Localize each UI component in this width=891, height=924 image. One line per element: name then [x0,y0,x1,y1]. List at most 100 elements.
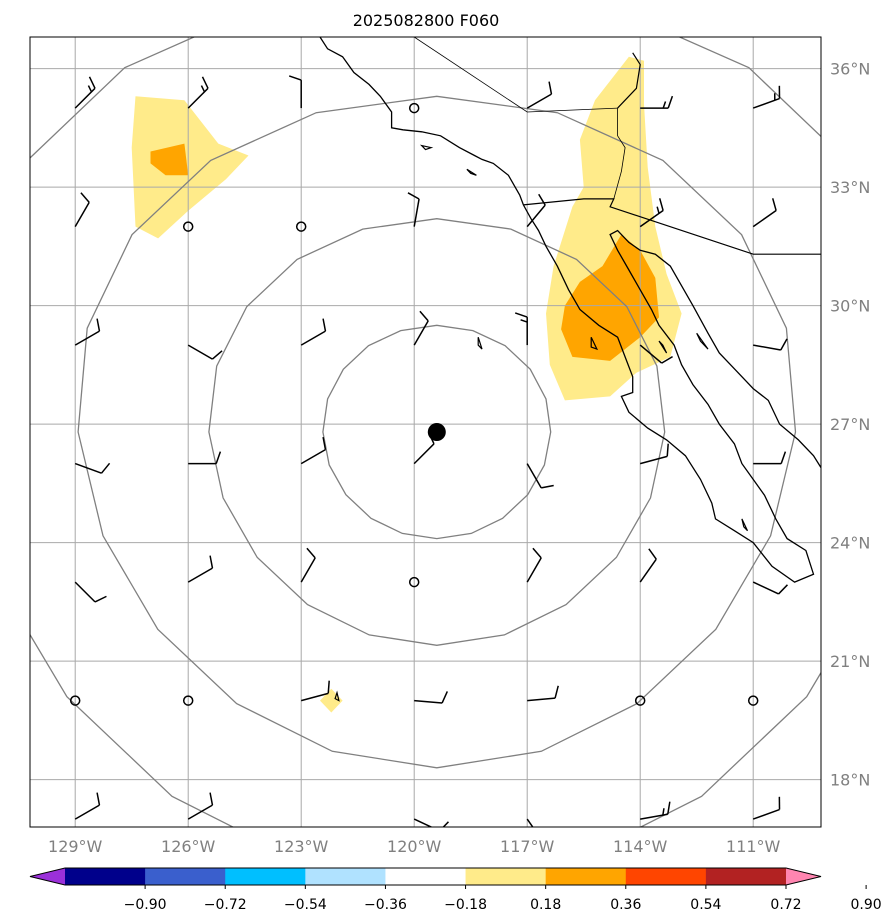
wind-barb [187,344,223,360]
barb-feather [541,484,554,489]
lat-tick-label: 18°N [830,771,870,790]
island [590,336,599,351]
colorbar-segment [545,868,627,885]
barb-staff [752,209,777,228]
range-ring [208,218,666,646]
map-frame [29,36,822,828]
colorbar-segment [625,868,707,885]
barb-feather [548,81,553,95]
colorbar-segment [225,868,306,885]
barb-staff [752,581,779,595]
wind-barb [74,462,111,474]
calm-circle [69,695,81,706]
lon-tick-label: 126°W [161,837,216,856]
barb-feather [211,350,223,360]
wind-barbs [69,75,788,827]
barb-staff [187,567,213,583]
colorbar-tick-label: −0.54 [284,897,327,913]
wind-barb [187,555,214,583]
shading-layer [131,56,682,713]
barb-feather [215,451,222,464]
barb-staff [413,320,429,346]
barb-feather [94,595,107,603]
colorbar-tick-label: 0.18 [530,897,561,913]
range-ring [77,95,797,769]
barb-staff [639,344,663,364]
barb-feather [407,192,420,200]
barb-feather [209,792,214,806]
barb-feather [96,792,101,806]
wind-barb [414,691,449,704]
barb-feather [306,547,316,559]
barb-half-feather [662,101,667,109]
wind-barb [640,443,669,465]
wind-barb [413,310,429,346]
barb-feather [442,821,449,827]
barb-staff [414,699,443,704]
barb-staff [301,692,329,702]
barb-half-feather [200,85,206,93]
range-ring [322,324,552,540]
barb-feather [554,685,559,699]
barb-feather [88,76,96,89]
barb-feather [667,801,671,815]
wind-barb [753,451,787,465]
barb-staff [526,557,542,583]
barb-staff [300,557,316,583]
barb-half-feather [656,206,660,214]
barb-staff [753,344,781,351]
range-ring [30,37,821,827]
barb-feather [666,443,669,457]
lon-tick-label: 111°W [726,837,781,856]
lat-tick-label: 21°N [830,652,870,671]
wind-barb [300,547,316,583]
latitude-labels: 36°N 33°N 30°N 27°N 24°N 21°N 18°N [830,60,870,790]
island [741,518,749,532]
calm-circle [747,695,759,706]
coastline [319,37,821,583]
shaded-region-1 [131,96,249,239]
calm-circle [408,576,420,588]
barb-feather [780,451,787,464]
island [334,690,340,702]
barb-staff [640,455,668,465]
barb-feather [658,198,664,211]
barb-feather [667,95,674,109]
wind-barb [640,801,671,820]
barb-feather [538,193,546,206]
lon-tick-label: 123°W [274,837,329,856]
wind-barb [413,818,449,827]
lat-tick-label: 36°N [830,60,870,79]
wind-barb [527,685,559,702]
lat-tick-label: 24°N [830,534,870,553]
barb-feather [419,310,429,322]
lon-tick-label: 129°W [48,837,103,856]
colorbar-tick-label: 0.54 [690,897,721,913]
lat-tick-label: 27°N [830,415,870,434]
colorbar-tick-label: 0.36 [610,897,641,913]
wind-barb [301,680,330,702]
barb-staff [526,818,534,827]
colorbar-tick-label: −0.18 [444,897,487,913]
colorbar: −0.90 −0.72 −0.54 −0.36 −0.18 0.18 0.36 0.54 0.7… [29,867,882,913]
barb-feather [288,75,302,81]
colorbar-tick-label: 0.90 [851,897,882,913]
barb-staff [413,443,435,465]
barb-staff [752,808,780,820]
colorado-river-border [617,52,641,109]
barb-feather [648,548,657,560]
calm-circle [182,695,194,706]
barb-half-feather [662,808,665,816]
barb-staff [639,558,657,583]
barb-half-feather [520,319,528,323]
barb-staff [74,201,90,227]
colorbar-tick-label: −0.72 [204,897,247,913]
wind-barb [74,792,101,820]
barb-feather [80,192,90,203]
wind-barb [74,192,90,227]
border-ca-az [613,108,626,200]
wind-barb [526,818,534,827]
barb-staff [187,804,213,820]
barb-feather [201,76,209,89]
